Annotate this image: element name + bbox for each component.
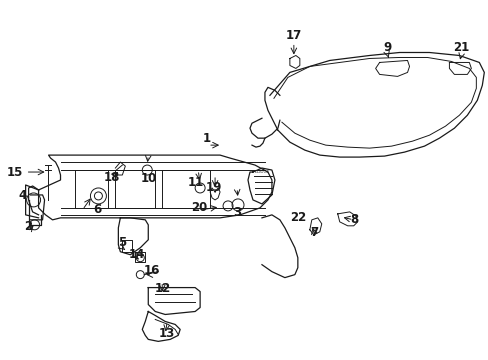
Text: 10: 10 [141,171,157,185]
Text: 6: 6 [93,203,102,216]
Text: 5: 5 [118,236,126,249]
Text: 2: 2 [24,220,33,233]
Text: 13: 13 [159,327,175,340]
Text: 4: 4 [19,189,27,202]
Text: 21: 21 [452,41,468,54]
Text: 19: 19 [205,181,222,194]
Text: 7: 7 [310,226,318,239]
Text: 8: 8 [350,213,358,226]
Text: 20: 20 [191,201,207,215]
Text: 14: 14 [129,248,145,261]
Text: 15: 15 [6,166,23,179]
Text: 18: 18 [103,171,120,184]
Text: 9: 9 [383,41,391,54]
Text: 12: 12 [155,282,171,295]
Text: DODGE: DODGE [254,170,269,174]
Text: 1: 1 [203,132,211,145]
Text: 11: 11 [187,176,204,189]
Text: 22: 22 [289,211,305,224]
Text: 3: 3 [232,206,241,219]
Text: 16: 16 [144,264,160,277]
Text: 17: 17 [285,29,302,42]
